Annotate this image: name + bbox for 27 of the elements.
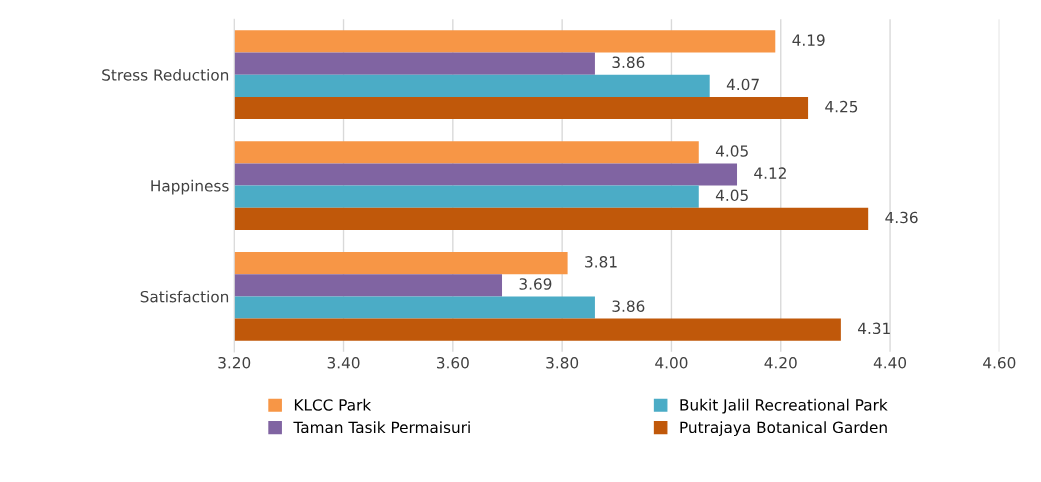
y-tick-label: Happiness [151, 179, 229, 195]
data-label: 4.07 [726, 78, 759, 91]
data-label: 4.36 [885, 211, 918, 224]
data-label: 3.81 [585, 256, 617, 268]
data-label: 3.69 [519, 278, 552, 290]
data-label: 4.19 [792, 34, 825, 46]
data-label: 4.25 [825, 100, 858, 113]
y-tick-label: Satisfaction [140, 290, 229, 303]
legend-label: Taman Tasik Permaisuri [293, 421, 470, 434]
x-tick-label: 3.40 [327, 356, 360, 369]
x-tick-label: 3.20 [218, 356, 251, 369]
y-tick-label: Stress Reduction [102, 68, 229, 81]
data-label: 3.86 [612, 300, 645, 312]
x-tick-label: 3.60 [436, 356, 469, 369]
data-label: 4.05 [715, 145, 748, 157]
data-label: 4.31 [858, 322, 890, 335]
x-tick-label: 4.40 [873, 356, 907, 369]
x-tick-label: 4.60 [983, 356, 1016, 369]
x-tick-label: 3.80 [546, 356, 579, 369]
data-label: 4.12 [754, 167, 786, 179]
data-label: 3.86 [612, 56, 645, 69]
legend-label: Bukit Jalil Recreational Park [680, 398, 888, 414]
x-tick-label: 4.20 [764, 356, 797, 369]
legend-label: Putrajaya Botanical Garden [680, 421, 887, 437]
x-tick-label: 4.00 [655, 356, 688, 369]
data-label: 4.05 [715, 189, 748, 202]
legend-label: KLCC Park [294, 398, 372, 411]
